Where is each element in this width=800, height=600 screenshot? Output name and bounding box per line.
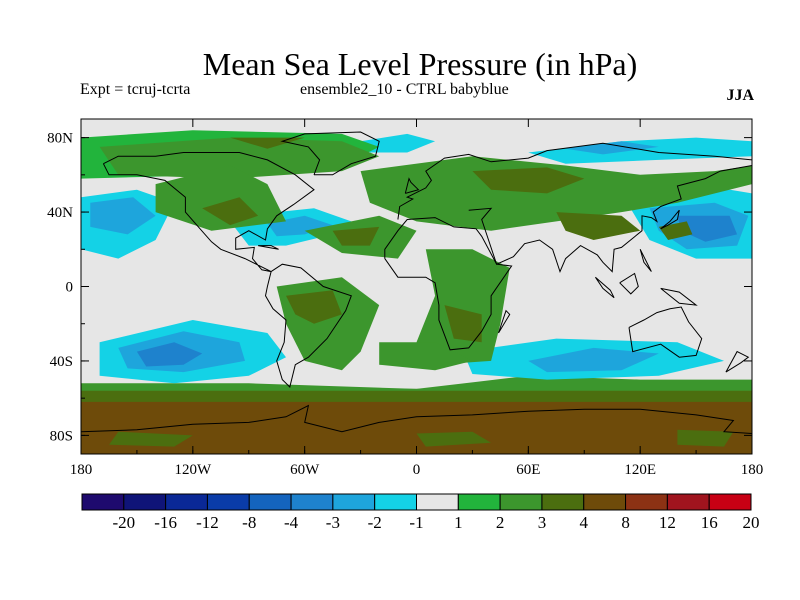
colorbar-swatch <box>541 493 585 511</box>
coastline-1 <box>264 263 352 388</box>
contour-region-8 <box>136 342 203 367</box>
colorbar-label: 3 <box>538 513 547 532</box>
colorbar-swatch <box>666 493 710 511</box>
colorbar-label: 20 <box>743 513 760 532</box>
coastline-11 <box>660 287 698 306</box>
coastline-5 <box>628 306 703 358</box>
colorbar-label: -4 <box>284 513 299 532</box>
contour-region-24 <box>472 167 585 194</box>
colorbar-label: -12 <box>196 513 219 532</box>
coastline-0 <box>102 152 315 273</box>
contour-regions <box>81 130 752 454</box>
x-tick-label: 180 <box>70 462 93 478</box>
contour-region-12 <box>90 197 156 235</box>
x-tick-label: 0 <box>413 462 421 478</box>
x-tick-label: 120W <box>174 462 212 478</box>
x-tick-label: 60E <box>516 462 540 478</box>
colorbar-swatch <box>416 493 459 511</box>
coastline-10 <box>619 272 639 295</box>
contour-region-15 <box>677 215 738 242</box>
colorbar-swatch <box>81 493 125 511</box>
contour-region-10 <box>528 347 659 373</box>
colorbar-swatch <box>499 493 543 511</box>
coastline-9 <box>594 276 615 299</box>
colorbar-label: 12 <box>659 513 676 532</box>
coastline-2 <box>384 217 513 351</box>
contour-region-30 <box>416 249 510 365</box>
y-tick-label: 80S <box>50 428 73 444</box>
coastline-7 <box>81 404 752 434</box>
colorbar-label: 4 <box>580 513 589 532</box>
x-tick-label: 60W <box>290 462 320 478</box>
colorbar-label: -8 <box>242 513 256 532</box>
contour-region-19 <box>528 137 752 164</box>
colorbar-label: 16 <box>701 513 718 532</box>
colorbar-label: 8 <box>621 513 630 532</box>
coastline-12 <box>498 309 511 334</box>
colorbar-label: 1 <box>454 513 463 532</box>
ensemble-label: ensemble2_10 - CTRL babyblue <box>300 81 509 98</box>
contour-region-23 <box>360 156 752 231</box>
contour-region-3 <box>416 431 492 447</box>
contour-region-33 <box>286 290 342 324</box>
colorbar-swatch <box>625 493 668 511</box>
coastline-15 <box>258 245 279 250</box>
contour-region-20 <box>565 141 659 155</box>
contour-region-35 <box>556 212 641 240</box>
coastline-13 <box>404 177 420 194</box>
season-label: JJA <box>726 87 754 104</box>
colorbar: -20 -16 -12 -8 -4 -3 -2 -1 1 2 3 4 8 12 16 20 <box>81 493 760 532</box>
colorbar-label: -20 <box>112 513 135 532</box>
colorbar-swatch <box>374 493 417 511</box>
colorbar-swatch <box>583 493 627 511</box>
contour-region-4 <box>677 429 734 447</box>
colorbar-label: -1 <box>409 513 423 532</box>
contour-region-31 <box>444 305 482 343</box>
coastline-6 <box>280 131 380 176</box>
y-axis: 80N 40N 0 40S 80S <box>47 131 752 444</box>
colorbar-label: -3 <box>326 513 340 532</box>
colorbar-swatch <box>332 493 376 511</box>
colorbar-label: -2 <box>368 513 382 532</box>
coastline-4 <box>468 165 752 274</box>
y-tick-label: 40N <box>47 205 73 221</box>
y-tick-label: 80N <box>47 131 73 147</box>
contour-region-29 <box>332 226 380 246</box>
colorbar-swatch <box>708 493 752 511</box>
coastline-14 <box>725 350 750 373</box>
chart-title: Mean Sea Level Pressure (in hPa) <box>202 46 638 82</box>
y-tick-label: 0 <box>66 280 74 296</box>
colorbar-label: 2 <box>496 513 505 532</box>
colorbar-swatch <box>123 493 167 511</box>
experiment-label: Expt = tcruj-tcrta <box>80 81 191 98</box>
contour-region-34 <box>379 342 473 371</box>
coastline-16 <box>639 249 652 272</box>
contour-region-27 <box>202 197 259 226</box>
colorbar-swatch <box>248 493 292 511</box>
x-tick-label: 120E <box>624 462 656 478</box>
coastline-3 <box>397 142 752 220</box>
x-tick-label: 180 <box>741 462 764 478</box>
coastline-8 <box>660 209 680 230</box>
colorbar-swatch <box>290 493 334 511</box>
colorbar-label: -16 <box>154 513 177 532</box>
colorbar-swatch <box>165 493 208 511</box>
y-tick-label: 40S <box>50 354 73 370</box>
colorbar-swatch <box>457 493 501 511</box>
contour-region-18 <box>360 133 436 153</box>
colorbar-swatch <box>206 493 250 511</box>
contour-region-5 <box>81 375 752 391</box>
contour-region-1 <box>81 401 752 454</box>
x-axis: 180 120W 60W 0 60E 120E 180 <box>70 119 764 478</box>
coastlines <box>81 131 752 434</box>
contour-region-2 <box>109 431 193 447</box>
